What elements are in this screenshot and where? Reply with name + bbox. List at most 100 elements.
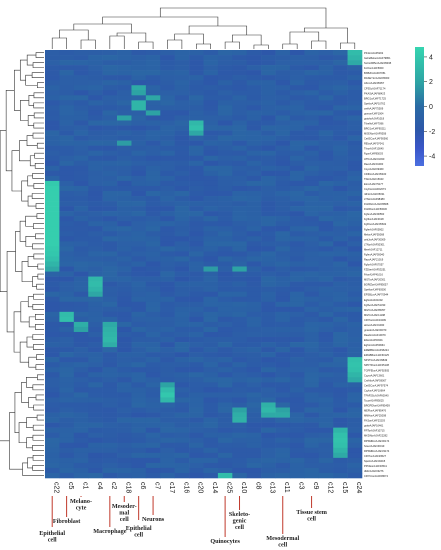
heatmap-cell [347,95,363,101]
heatmap-cell [145,367,161,373]
heatmap-cell [217,342,233,348]
heatmap-cell [347,85,363,91]
heatmap-cell [174,180,190,187]
heatmap-cell [217,140,233,146]
heatmap-cell [304,357,320,363]
heatmap-cell [246,457,262,464]
heatmap-cell [117,201,132,207]
heatmap-cell [145,437,161,444]
heatmap-cell [232,311,248,318]
heatmap-cell [217,462,233,469]
dendrogram-link [32,424,44,431]
heatmap-cell [333,90,348,96]
heatmap-cell [289,372,305,378]
heatmap-cell [246,462,262,469]
colorbar-tick-label: -2 [429,129,435,136]
heatmap-cell [117,452,132,459]
annotation-label: Skeleto-genic cell [229,511,250,531]
dendrogram-link [15,230,23,272]
heatmap-cell [347,437,363,444]
heatmap-cell [117,347,132,353]
heatmap-cell [318,226,334,232]
heatmap-cell [73,115,89,121]
heatmap-cell [261,467,276,474]
heatmap-cell [102,175,118,182]
heatmap-cell [59,251,75,257]
heatmap-cell [304,145,320,152]
heatmap-cell [102,462,118,469]
heatmap-cell [333,160,348,167]
heatmap-cell [318,442,334,449]
heatmap-cell [203,201,219,207]
column-label: c4 [96,482,103,490]
heatmap-cell [217,447,233,454]
heatmap-cell [318,201,334,207]
heatmap-cell [102,155,118,162]
heatmap-cell [88,75,103,81]
heatmap-cell [261,296,276,303]
heatmap-cell [160,362,175,368]
heatmap-cell [174,422,190,428]
heatmap-cell [102,362,118,368]
heatmap-cell [203,130,219,136]
heatmap-cell [347,160,363,167]
heatmap-cell [102,130,118,136]
heatmap-cell [289,226,305,232]
heatmap-cell [160,306,175,313]
dendrogram-link [33,122,44,129]
heatmap-cell [275,261,291,267]
column-label: c9 [312,482,319,490]
heatmap-cell [88,55,103,61]
heatmap-cell [145,206,161,212]
heatmap-cell [261,55,276,61]
heatmap-cell [289,115,305,121]
heatmap-cell [59,105,75,111]
heatmap-cell [131,251,147,257]
heatmap-cell [304,211,320,217]
column-label: c20 [197,482,204,493]
heatmap-cell [275,241,291,247]
dendrogram-link [73,23,132,33]
heatmap-cell [232,85,248,91]
heatmap-cell [318,185,334,192]
heatmap-cell [261,125,276,131]
dendrogram-link [5,89,15,172]
heatmap-cell [160,377,175,383]
dendrogram-link [32,465,44,471]
heatmap-cell [59,347,75,353]
heatmap-cell [117,402,132,408]
heatmap-cell [217,201,233,207]
heatmap-cell [59,432,75,439]
heatmap-cell [304,95,320,101]
heatmap-cell [102,291,118,298]
heatmap-cell [88,185,103,192]
heatmap-cell [59,342,75,348]
heatmap-cell [275,115,291,121]
heatmap-cell [333,291,348,298]
heatmap-cell [232,80,248,86]
dendrogram-link [19,341,29,363]
heatmap-cell [59,372,75,378]
heatmap-cell [333,75,348,81]
heatmap-cell [160,266,175,272]
heatmap-cell [174,271,190,277]
heatmap-cell [131,347,147,353]
heatmap-cell [232,155,248,162]
heatmap-cell [318,357,334,363]
heatmap-cell [261,407,276,413]
heatmap-cell [289,316,305,323]
heatmap-cell [289,276,305,282]
heatmap-cell [203,256,219,262]
heatmap-cell [347,70,363,76]
heatmap-cell [318,296,334,303]
heatmap-cell [131,185,147,192]
row-label: rdFIorAJAF05031 [364,192,385,196]
heatmap-cell [261,95,276,101]
heatmap-cell [347,316,363,323]
heatmap-cell [73,372,89,378]
heatmap-cell [347,442,363,449]
heatmap-cell [117,206,132,212]
heatmap-cell [232,170,248,177]
heatmap-cell [102,261,118,267]
heatmap-cell [318,331,334,338]
